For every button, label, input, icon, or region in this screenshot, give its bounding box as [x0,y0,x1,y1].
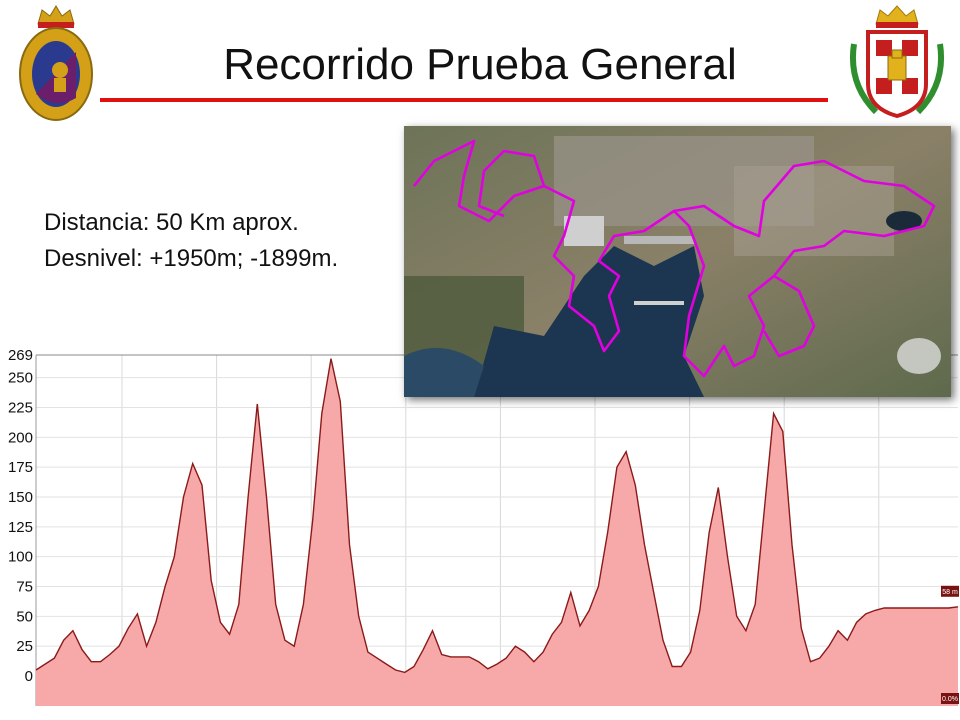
chart-annotations: 58 m 0.0% [941,585,959,704]
page-title: Recorrido Prueba General [223,40,737,89]
elevation-line [35,358,959,674]
grade-readout-bg [941,693,959,704]
y-tick-label: 269 [8,347,33,364]
elevation-readout: 58 m [942,589,958,596]
y-tick-label: 0 [25,668,33,685]
infantry-crest-logo [19,5,93,121]
elevation-text: Desnivel: +1950m; -1899m. [44,245,339,272]
y-tick-label: 125 [8,519,33,536]
route-satellite-map [404,126,951,397]
distance-text: Distancia: 50 Km aprox. [44,209,299,236]
y-tick-label: 225 [8,400,33,417]
y-tick-label: 250 [8,370,33,387]
route-info: Distancia: 50 Km aprox. Desnivel: +1950m… [44,205,338,277]
y-tick-label: 175 [8,459,33,476]
y-tick-label: 150 [8,489,33,506]
y-tick-label: 100 [8,549,33,566]
city-coat-of-arms-logo [850,5,944,119]
satellite-route-map [404,126,951,397]
elevation-readout-bg [941,585,959,597]
y-tick-label: 200 [8,429,33,446]
route-path [412,139,936,378]
y-tick-label: 75 [16,579,33,596]
y-tick-label: 25 [16,638,33,655]
grade-readout: 0.0% [942,696,958,703]
elevation-profile-chart: 0 25 50 75 100 125 150 175 200 225 250 269 58 m 0.0% [8,347,959,706]
y-axis-ticks: 0 25 50 75 100 125 150 175 200 225 250 269 [8,347,33,685]
y-tick-label: 50 [16,608,33,625]
elevation-area [36,358,958,706]
title-underline [100,98,828,102]
